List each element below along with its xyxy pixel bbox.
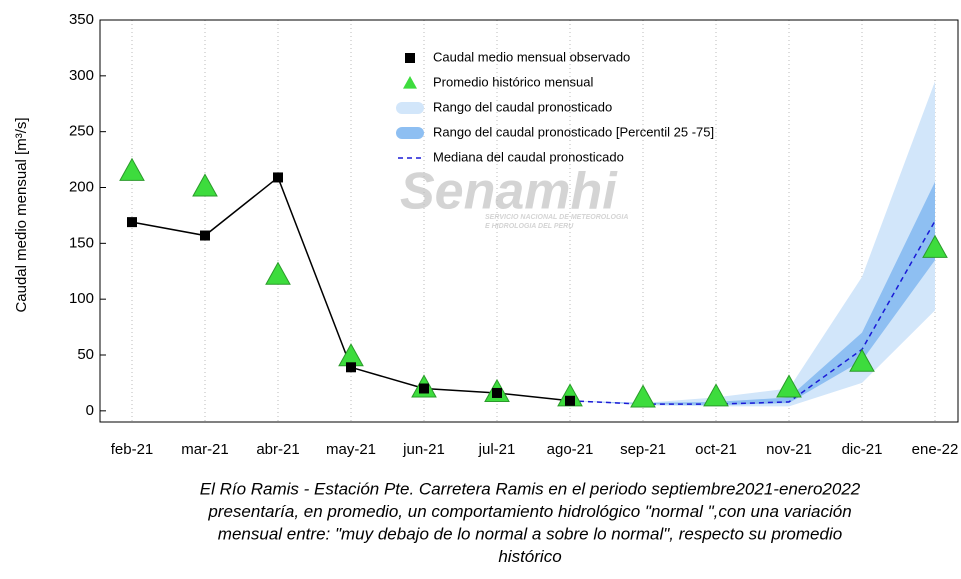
caption: histórico <box>498 547 561 566</box>
observed-marker <box>273 172 283 183</box>
historical-marker <box>776 374 802 398</box>
observed-marker <box>200 230 210 241</box>
observed-marker <box>565 395 575 406</box>
historical-marker <box>557 383 583 407</box>
observed-marker <box>492 387 502 398</box>
plot-frame <box>99 19 959 423</box>
legend-marker <box>396 127 424 139</box>
historical-marker <box>265 261 291 285</box>
legend-marker <box>403 76 417 89</box>
y-tick-label: 350 <box>69 11 94 28</box>
legend-marker <box>396 102 424 114</box>
x-tick-label: ene-22 <box>912 441 959 458</box>
x-tick-label: nov-21 <box>766 441 812 458</box>
legend-label: Caudal medio mensual observado <box>433 49 630 64</box>
observed-marker <box>419 383 429 394</box>
x-tick-label: may-21 <box>326 441 376 458</box>
x-tick-label: feb-21 <box>111 441 154 458</box>
x-tick-label: ago-21 <box>547 441 594 458</box>
caption: El Río Ramis - Estación Pte. Carretera R… <box>200 479 861 498</box>
y-tick-label: 250 <box>69 123 94 140</box>
x-tick-label: mar-21 <box>181 441 229 458</box>
historical-marker <box>192 173 218 197</box>
watermark-sub: E HIDROLOGIA DEL PERU <box>485 223 574 230</box>
legend-marker <box>405 53 415 63</box>
series-line <box>569 220 936 405</box>
x-tick-label: oct-21 <box>695 441 737 458</box>
x-tick-label: jun-21 <box>402 441 445 458</box>
y-tick-label: 50 <box>77 346 94 363</box>
x-tick-label: dic-21 <box>842 441 883 458</box>
historical-marker <box>703 383 729 407</box>
x-tick-label: abr-21 <box>256 441 299 458</box>
y-tick-label: 100 <box>69 290 94 307</box>
watermark-sub: SERVICIO NACIONAL DE METEOROLOGIA <box>485 214 628 221</box>
legend-label: Promedio histórico mensual <box>433 74 594 89</box>
y-tick-label: 200 <box>69 178 94 195</box>
legend-label: Rango del caudal pronosticado [Percentil… <box>433 124 714 139</box>
y-tick-label: 0 <box>86 402 94 419</box>
y-axis-label: Caudal medio mensual [m³/s] <box>13 117 30 312</box>
historical-marker <box>119 157 145 181</box>
caption: presentaría, en promedio, un comportamie… <box>207 502 851 521</box>
historical-marker <box>630 384 656 408</box>
historical-marker <box>849 348 875 372</box>
observed-marker <box>346 362 356 373</box>
y-tick-label: 150 <box>69 234 94 251</box>
x-tick-label: sep-21 <box>620 441 666 458</box>
historical-marker <box>922 234 948 258</box>
caption: mensual entre: "muy debajo de lo normal … <box>218 524 842 543</box>
observed-marker <box>127 217 137 228</box>
forecast-band <box>570 181 935 406</box>
forecast-band <box>570 81 935 407</box>
legend-label: Rango del caudal pronosticado <box>433 99 612 114</box>
x-tick-label: jul-21 <box>478 441 516 458</box>
legend-label: Mediana del caudal pronosticado <box>433 149 624 164</box>
y-tick-label: 300 <box>69 67 94 84</box>
watermark: Senamhi <box>400 163 618 221</box>
